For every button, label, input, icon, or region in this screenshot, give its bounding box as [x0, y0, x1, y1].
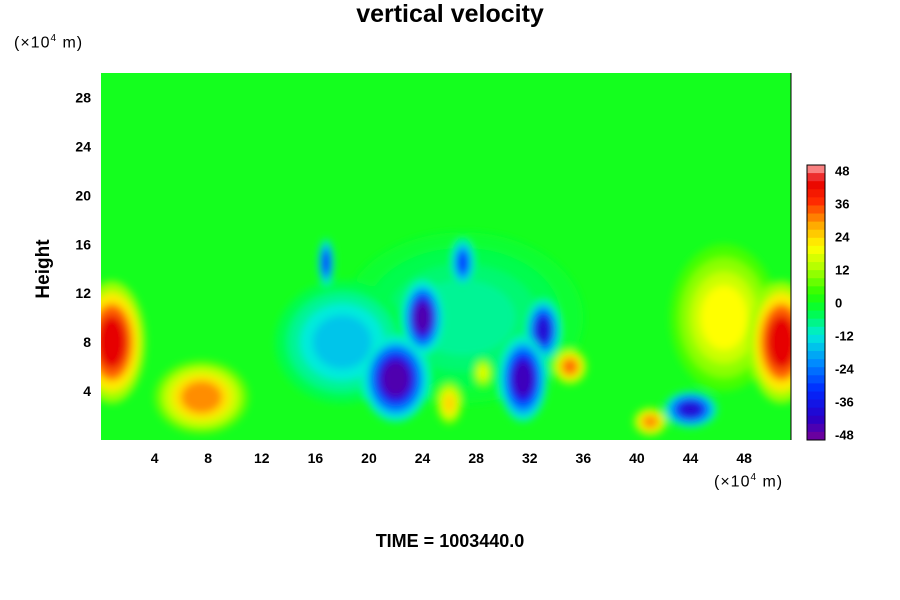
x-tick-label: 36 — [576, 450, 592, 466]
plot-area — [101, 73, 791, 440]
colorbar-band — [807, 391, 825, 401]
colorbar-tick-label: 36 — [835, 197, 849, 212]
colorbar-tick-label: 12 — [835, 263, 849, 278]
colorbar-band — [807, 423, 825, 433]
x-tick-label: 24 — [415, 450, 431, 466]
colorbar-band — [807, 181, 825, 190]
colorbar-tick-label: -48 — [835, 428, 854, 443]
colorbar-tick-label: -12 — [835, 329, 854, 344]
colorbar-band — [807, 229, 825, 239]
y-tick-label: 4 — [83, 383, 91, 399]
colorbar-tick-label: 24 — [835, 230, 850, 245]
velocity-feature — [642, 415, 658, 429]
velocity-feature — [678, 401, 703, 418]
x-tick-label: 32 — [522, 450, 538, 466]
y-tick-label: 16 — [75, 236, 91, 252]
colorbar-band — [807, 318, 825, 328]
colorbar-band — [807, 294, 825, 303]
velocity-feature — [766, 315, 791, 369]
colorbar-band — [807, 383, 825, 392]
colorbar-band — [807, 213, 825, 223]
colorbar-tick-label: -24 — [835, 362, 855, 377]
colorbar-band — [807, 253, 825, 263]
colorbar-band — [807, 342, 825, 352]
x-tick-label: 12 — [254, 450, 270, 466]
velocity-feature — [478, 366, 487, 380]
colorbar-band — [807, 205, 825, 215]
velocity-feature — [312, 315, 372, 369]
velocity-feature — [381, 360, 411, 398]
velocity-feature — [443, 393, 456, 413]
velocity-feature — [180, 381, 223, 414]
colorbar-band — [807, 359, 825, 368]
colorbar-band — [807, 286, 825, 295]
colorbar-band — [807, 326, 825, 336]
velocity-feature — [413, 301, 432, 334]
colorbar-band — [807, 415, 825, 425]
colorbar-band — [807, 270, 825, 279]
x-tick-label: 28 — [468, 450, 484, 466]
colorbar-band — [807, 173, 825, 182]
x-tick-label: 8 — [204, 450, 212, 466]
colorbar-band — [807, 237, 825, 247]
x-axis-unit: (×104 m) — [714, 472, 784, 491]
colorbar-band — [807, 189, 825, 198]
colorbar-band — [807, 334, 825, 344]
velocity-feature — [562, 358, 578, 375]
colorbar-band — [807, 399, 825, 409]
velocity-feature — [535, 316, 551, 344]
velocity-feature — [322, 251, 330, 274]
colorbar-tick-label: 48 — [835, 164, 849, 179]
colorbar-band — [807, 310, 825, 320]
colorbar-tick-label: 0 — [835, 296, 842, 311]
x-tick-label: 16 — [308, 450, 324, 466]
colorbar-tick-label: -36 — [835, 395, 854, 410]
colorbar-band — [807, 375, 825, 384]
velocity-feature — [512, 360, 534, 398]
x-tick-label: 44 — [683, 450, 699, 466]
colorbar-band — [807, 278, 825, 287]
colorbar-border — [806, 164, 826, 441]
colorbar-band — [807, 367, 825, 376]
colorbar-band — [807, 407, 825, 417]
colorbar-band — [807, 197, 825, 206]
velocity-feature — [101, 315, 127, 369]
x-tick-label: 4 — [151, 450, 159, 466]
time-label: TIME = 1003440.0 — [375, 531, 525, 551]
y-tick-label: 8 — [83, 334, 91, 350]
y-tick-label: 24 — [75, 138, 91, 154]
colorbar-band — [807, 221, 825, 231]
velocity-feature — [700, 285, 748, 350]
colorbar-band — [807, 351, 825, 360]
colorbar-band — [807, 302, 825, 312]
x-tick-label: 40 — [629, 450, 645, 466]
colorbar-band — [807, 262, 825, 271]
chart-title: vertical velocity — [356, 0, 544, 28]
velocity-feature — [457, 251, 469, 274]
y-axis-unit: (×104 m) — [14, 33, 84, 52]
colorbar-band — [807, 431, 825, 441]
x-tick-label: 20 — [361, 450, 377, 466]
x-tick-label: 48 — [736, 450, 752, 466]
colorbar-band — [807, 165, 825, 174]
y-tick-label: 12 — [75, 285, 91, 301]
y-tick-label: 20 — [75, 187, 91, 203]
y-tick-label: 28 — [75, 89, 91, 105]
colorbar-band — [807, 245, 825, 255]
